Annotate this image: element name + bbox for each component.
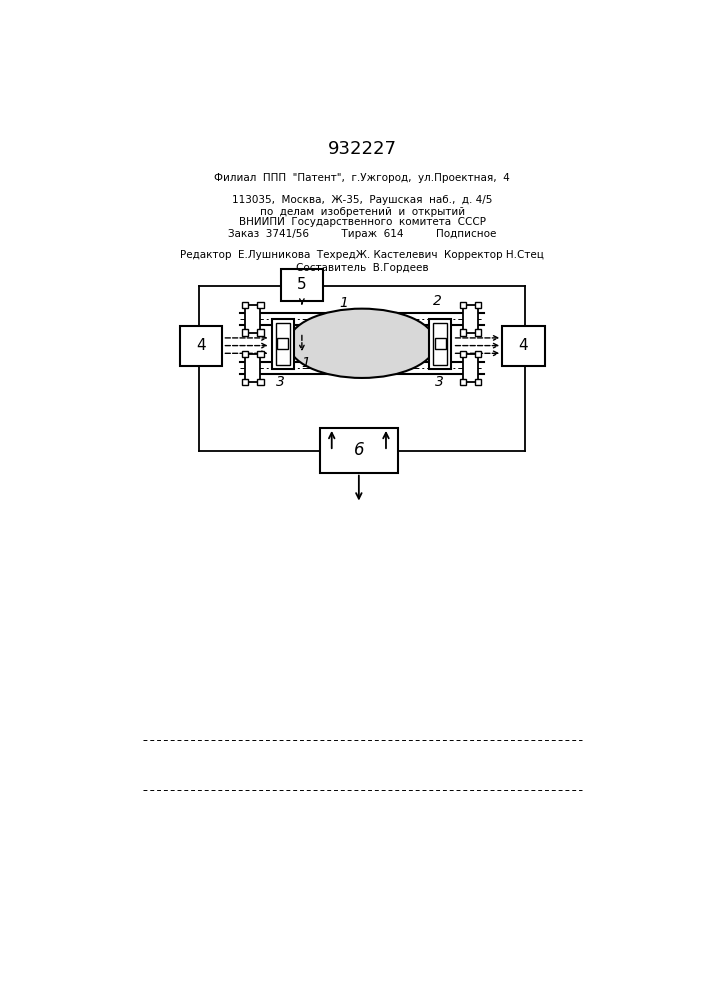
Bar xyxy=(242,329,248,336)
Bar xyxy=(475,302,481,308)
Bar xyxy=(257,379,264,385)
Text: 4: 4 xyxy=(519,338,528,353)
Text: ВНИИПИ  Государственного  комитета  СССР: ВНИИПИ Государственного комитета СССР xyxy=(239,217,486,227)
Text: по  делам  изобретений  и  открытий: по делам изобретений и открытий xyxy=(259,207,465,217)
Ellipse shape xyxy=(288,309,436,378)
Bar xyxy=(475,379,481,385)
Bar xyxy=(475,329,481,336)
Bar xyxy=(435,338,445,349)
Text: Заказ  3741/56          Тираж  614          Подписное: Заказ 3741/56 Тираж 614 Подписное xyxy=(228,229,496,239)
Bar xyxy=(460,329,466,336)
Bar xyxy=(460,351,466,357)
Bar xyxy=(257,302,264,308)
Bar xyxy=(502,326,545,366)
Text: 6: 6 xyxy=(354,441,364,459)
Bar xyxy=(462,305,478,333)
Bar xyxy=(245,305,260,333)
Bar xyxy=(242,351,248,357)
Bar xyxy=(320,428,397,473)
Bar xyxy=(257,351,264,357)
Bar xyxy=(281,269,323,301)
Text: 1: 1 xyxy=(301,356,310,370)
Bar xyxy=(460,379,466,385)
Bar xyxy=(462,354,478,382)
Bar xyxy=(433,323,448,365)
Bar xyxy=(475,351,481,357)
Bar xyxy=(276,323,290,365)
Bar xyxy=(277,338,288,349)
Text: Редактор  Е.Лушникова  ТехредЖ. Кастелевич  Корректор Н.Стец: Редактор Е.Лушникова ТехредЖ. Кастелевич… xyxy=(180,250,544,260)
Bar xyxy=(245,354,260,382)
Bar xyxy=(272,319,293,369)
Text: 932227: 932227 xyxy=(327,140,397,158)
Bar xyxy=(257,329,264,336)
Text: Филиал  ППП  "Патент",  г.Ужгород,  ул.Проектная,  4: Филиал ППП "Патент", г.Ужгород, ул.Проек… xyxy=(214,173,510,183)
Text: 5: 5 xyxy=(297,277,307,292)
Bar xyxy=(429,319,451,369)
Text: 3: 3 xyxy=(276,375,285,389)
Text: 113035,  Москва,  Ж-35,  Раушская  наб.,  д. 4/5: 113035, Москва, Ж-35, Раушская наб., д. … xyxy=(232,195,493,205)
Text: 3: 3 xyxy=(435,375,444,389)
Text: 2: 2 xyxy=(433,294,442,308)
Bar xyxy=(242,302,248,308)
Text: 4: 4 xyxy=(197,338,206,353)
Bar xyxy=(460,302,466,308)
Bar xyxy=(180,326,223,366)
Bar xyxy=(242,379,248,385)
Text: Составитель  В.Гордеев: Составитель В.Гордеев xyxy=(296,263,428,273)
Text: 1: 1 xyxy=(339,296,349,310)
